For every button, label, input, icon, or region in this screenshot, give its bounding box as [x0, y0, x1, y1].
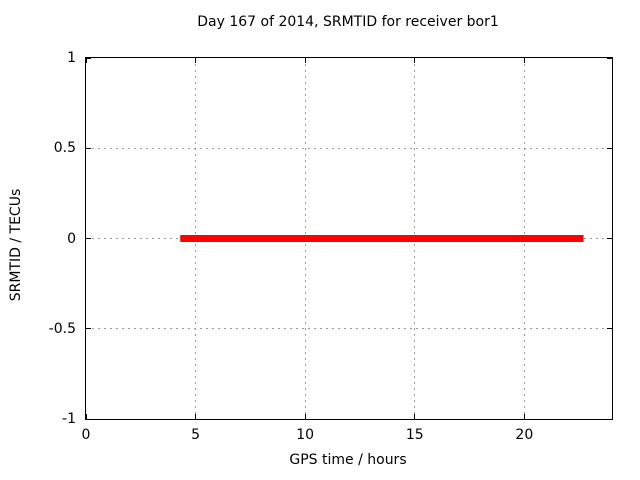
gridline-y--0.5	[86, 328, 612, 330]
y-tick-mark	[607, 147, 612, 149]
y-tick-mark	[86, 57, 91, 59]
x-tick-label: 5	[191, 427, 201, 443]
x-tick-label: 15	[405, 427, 424, 443]
chart-title: Day 167 of 2014, SRMTID for receiver bor…	[197, 14, 499, 30]
x-tick-mark	[304, 414, 306, 419]
series-layer	[180, 235, 584, 242]
y-tick-mark	[607, 418, 612, 420]
y-tick-label: -1	[62, 411, 76, 427]
x-tick-mark	[414, 58, 416, 63]
gridline-y-0.5	[86, 147, 612, 149]
x-tick-mark	[523, 58, 525, 63]
y-tick-mark	[86, 238, 91, 239]
x-tick-mark	[304, 58, 306, 63]
y-tick-mark	[607, 57, 612, 59]
x-tick-mark	[195, 58, 197, 63]
y-tick-mark	[86, 418, 91, 420]
y-tick-mark	[86, 147, 91, 149]
x-tick-mark	[85, 414, 87, 419]
x-tick-label: 20	[515, 427, 534, 443]
y-tick-label: 0.5	[53, 140, 76, 157]
plot-area: 0 5 10 15 20 -1 -0.5 0 0.5 1	[49, 50, 613, 443]
y-axis-label: SRMTID / TECUs	[8, 188, 24, 302]
y-tick-mark	[86, 328, 91, 330]
x-tick-label: 0	[81, 427, 91, 443]
x-tick-label: 10	[296, 427, 315, 443]
y-tick-label: -0.5	[48, 320, 76, 337]
x-tick-mark	[85, 58, 87, 63]
x-tick-mark	[523, 414, 525, 419]
x-tick-mark	[195, 414, 197, 419]
x-axis-label: GPS time / hours	[289, 452, 407, 468]
x-tick-mark	[414, 414, 416, 419]
y-tick-mark	[607, 328, 612, 330]
y-tick-label: 0	[67, 230, 76, 247]
y-tick-label: 1	[67, 50, 76, 66]
y-tick-mark	[607, 238, 612, 239]
